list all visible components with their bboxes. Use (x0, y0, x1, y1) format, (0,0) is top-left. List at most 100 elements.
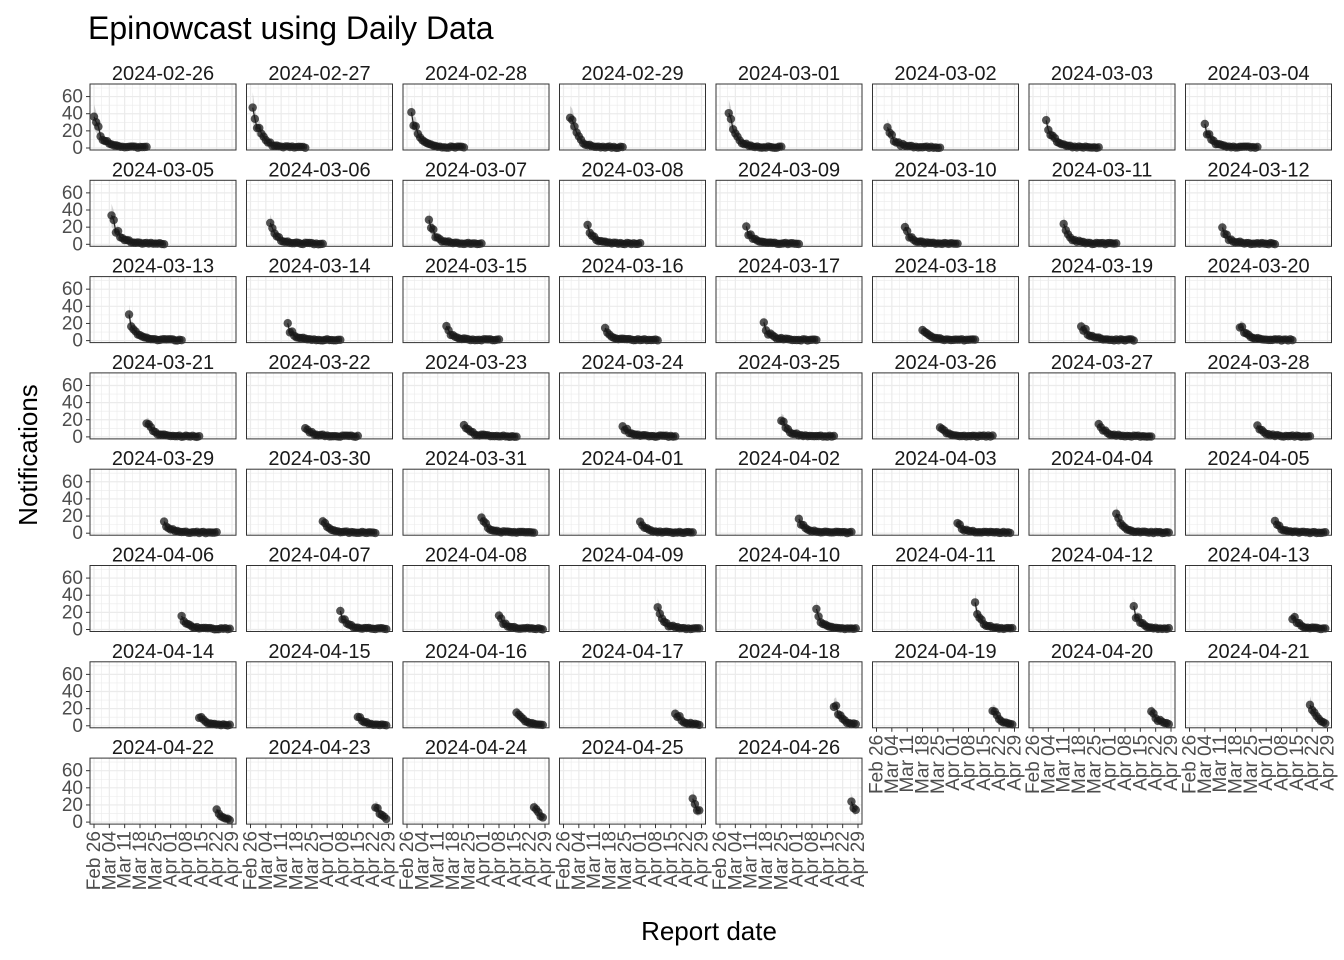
facet-strip-label: 2024-03-05 (112, 159, 214, 181)
x-tick-label: Feb 26 (1023, 735, 1044, 794)
facet-border (402, 179, 550, 247)
facet-strip-label: 2024-03-15 (425, 256, 527, 278)
y-tick-label: 0 (72, 427, 83, 448)
facet-strip-label: 2024-03-02 (894, 63, 996, 85)
facet-border (246, 757, 393, 825)
facet-strip-label: 2024-03-10 (894, 159, 996, 181)
facet-panel: 2024-04-18 (715, 641, 863, 729)
x-tick-label: Apr 08 (802, 831, 823, 887)
facet-border (1028, 661, 1176, 729)
facet-strip-label: 2024-03-16 (581, 256, 683, 278)
facet-strip-label: 2024-03-04 (1207, 63, 1309, 85)
facet-strip-label: 2024-03-19 (1051, 256, 1153, 278)
facet-strip-label: 2024-03-09 (738, 159, 840, 181)
data-point (225, 815, 235, 825)
facet-strip-label: 2024-04-11 (895, 545, 996, 567)
facet-border (715, 179, 863, 247)
facet-panel: 2024-03-19 (1028, 256, 1176, 345)
x-tick-label: Mar 25 (771, 831, 792, 890)
x-tick-label: Apr 15 (191, 831, 212, 887)
x-tick-label: Feb 26 (554, 831, 575, 890)
data-point (538, 625, 548, 634)
facet-panel: 2024-04-11 (872, 545, 1019, 634)
x-tick-label: Mar 11 (1054, 735, 1075, 793)
data-point (1094, 143, 1103, 152)
data-point (538, 813, 548, 822)
x-tick-label: Mar 04 (882, 734, 903, 794)
facet-border (872, 179, 1019, 247)
x-tick-label: Mar 25 (145, 831, 166, 890)
data-point (759, 318, 769, 327)
x-tick-label: Mar 04 (1038, 734, 1059, 794)
x-tick-label: Mar 04 (569, 831, 590, 891)
data-point (851, 719, 861, 729)
facet-strip-label: 2024-03-12 (1207, 159, 1309, 181)
facet-border (1185, 276, 1332, 344)
facet-border (872, 276, 1019, 344)
facet-border (402, 565, 550, 632)
facet-border (872, 372, 1019, 440)
data-point (583, 220, 592, 230)
facet-panel: 2024-04-02 (715, 448, 863, 538)
facet-strip-label: 2024-03-23 (425, 352, 527, 374)
facet-border (1028, 276, 1176, 344)
facet-strip-label: 2024-04-14 (112, 641, 214, 663)
x-tick-label: Apr 22 (520, 831, 541, 887)
x-tick-label: Feb 26 (241, 831, 262, 890)
facet-border (246, 83, 393, 151)
facet-strip-label: 2024-04-26 (738, 737, 840, 759)
facet-strip-label: 2024-04-13 (1207, 545, 1309, 567)
facet-panel: 2024-03-31 (402, 448, 550, 537)
facet-strip-label: 2024-03-20 (1207, 256, 1309, 278)
data-point (336, 606, 345, 616)
facet-strip-label: 2024-04-01 (581, 448, 683, 470)
facet-border (402, 757, 550, 825)
facet-strip-label: 2024-02-29 (581, 63, 683, 85)
x-tick-label: Apr 01 (161, 831, 182, 887)
data-point (1288, 336, 1297, 345)
data-point (94, 122, 103, 131)
data-point (831, 701, 841, 710)
facet-panel: 2024-03-08 (559, 159, 706, 249)
x-tick-label: Mar 18 (1069, 735, 1090, 794)
data-point (635, 238, 645, 248)
data-point (1112, 239, 1121, 248)
facet-strip-label: 2024-03-26 (894, 352, 996, 374)
y-tick-label: 60 (62, 183, 83, 204)
facet-strip-label: 2024-04-05 (1207, 448, 1309, 470)
facet-border (872, 565, 1019, 632)
x-tick-label: Mar 25 (458, 831, 479, 890)
data-point (212, 527, 221, 537)
facet-border (715, 276, 863, 344)
facet-border (715, 757, 863, 825)
facet-panel: 2024-03-12 (1185, 159, 1332, 249)
facet-border (1028, 372, 1176, 440)
x-tick-label: Apr 08 (646, 831, 667, 887)
x-tick-label: Mar 11 (115, 831, 136, 889)
facet-strip-label: 2024-03-08 (581, 159, 683, 181)
facet-border (559, 757, 706, 825)
facet-strip-label: 2024-04-17 (581, 641, 683, 663)
x-tick-label: Apr 08 (176, 831, 197, 887)
facet-strip-label: 2024-04-06 (112, 545, 214, 567)
y-tick-label: 60 (62, 472, 83, 493)
data-point (283, 319, 292, 328)
data-point (1218, 223, 1227, 232)
y-tick-label: 0 (72, 234, 83, 255)
data-point (1164, 720, 1174, 729)
facet-panel: 2024-03-01 (715, 63, 863, 153)
facet-border (402, 468, 550, 536)
facet-strip-label: 2024-03-29 (112, 448, 214, 470)
facet-border (89, 83, 237, 151)
x-tick-label: Apr 15 (1287, 735, 1308, 791)
facet-border (1028, 179, 1176, 247)
facet-border (872, 661, 1019, 729)
facet-panel: 2024-04-03 (872, 448, 1019, 538)
x-tick-label: Mar 18 (913, 735, 934, 794)
facet-panel: 2024-03-25 (715, 352, 863, 441)
facet-panel: 2024-04-16 (402, 641, 550, 730)
